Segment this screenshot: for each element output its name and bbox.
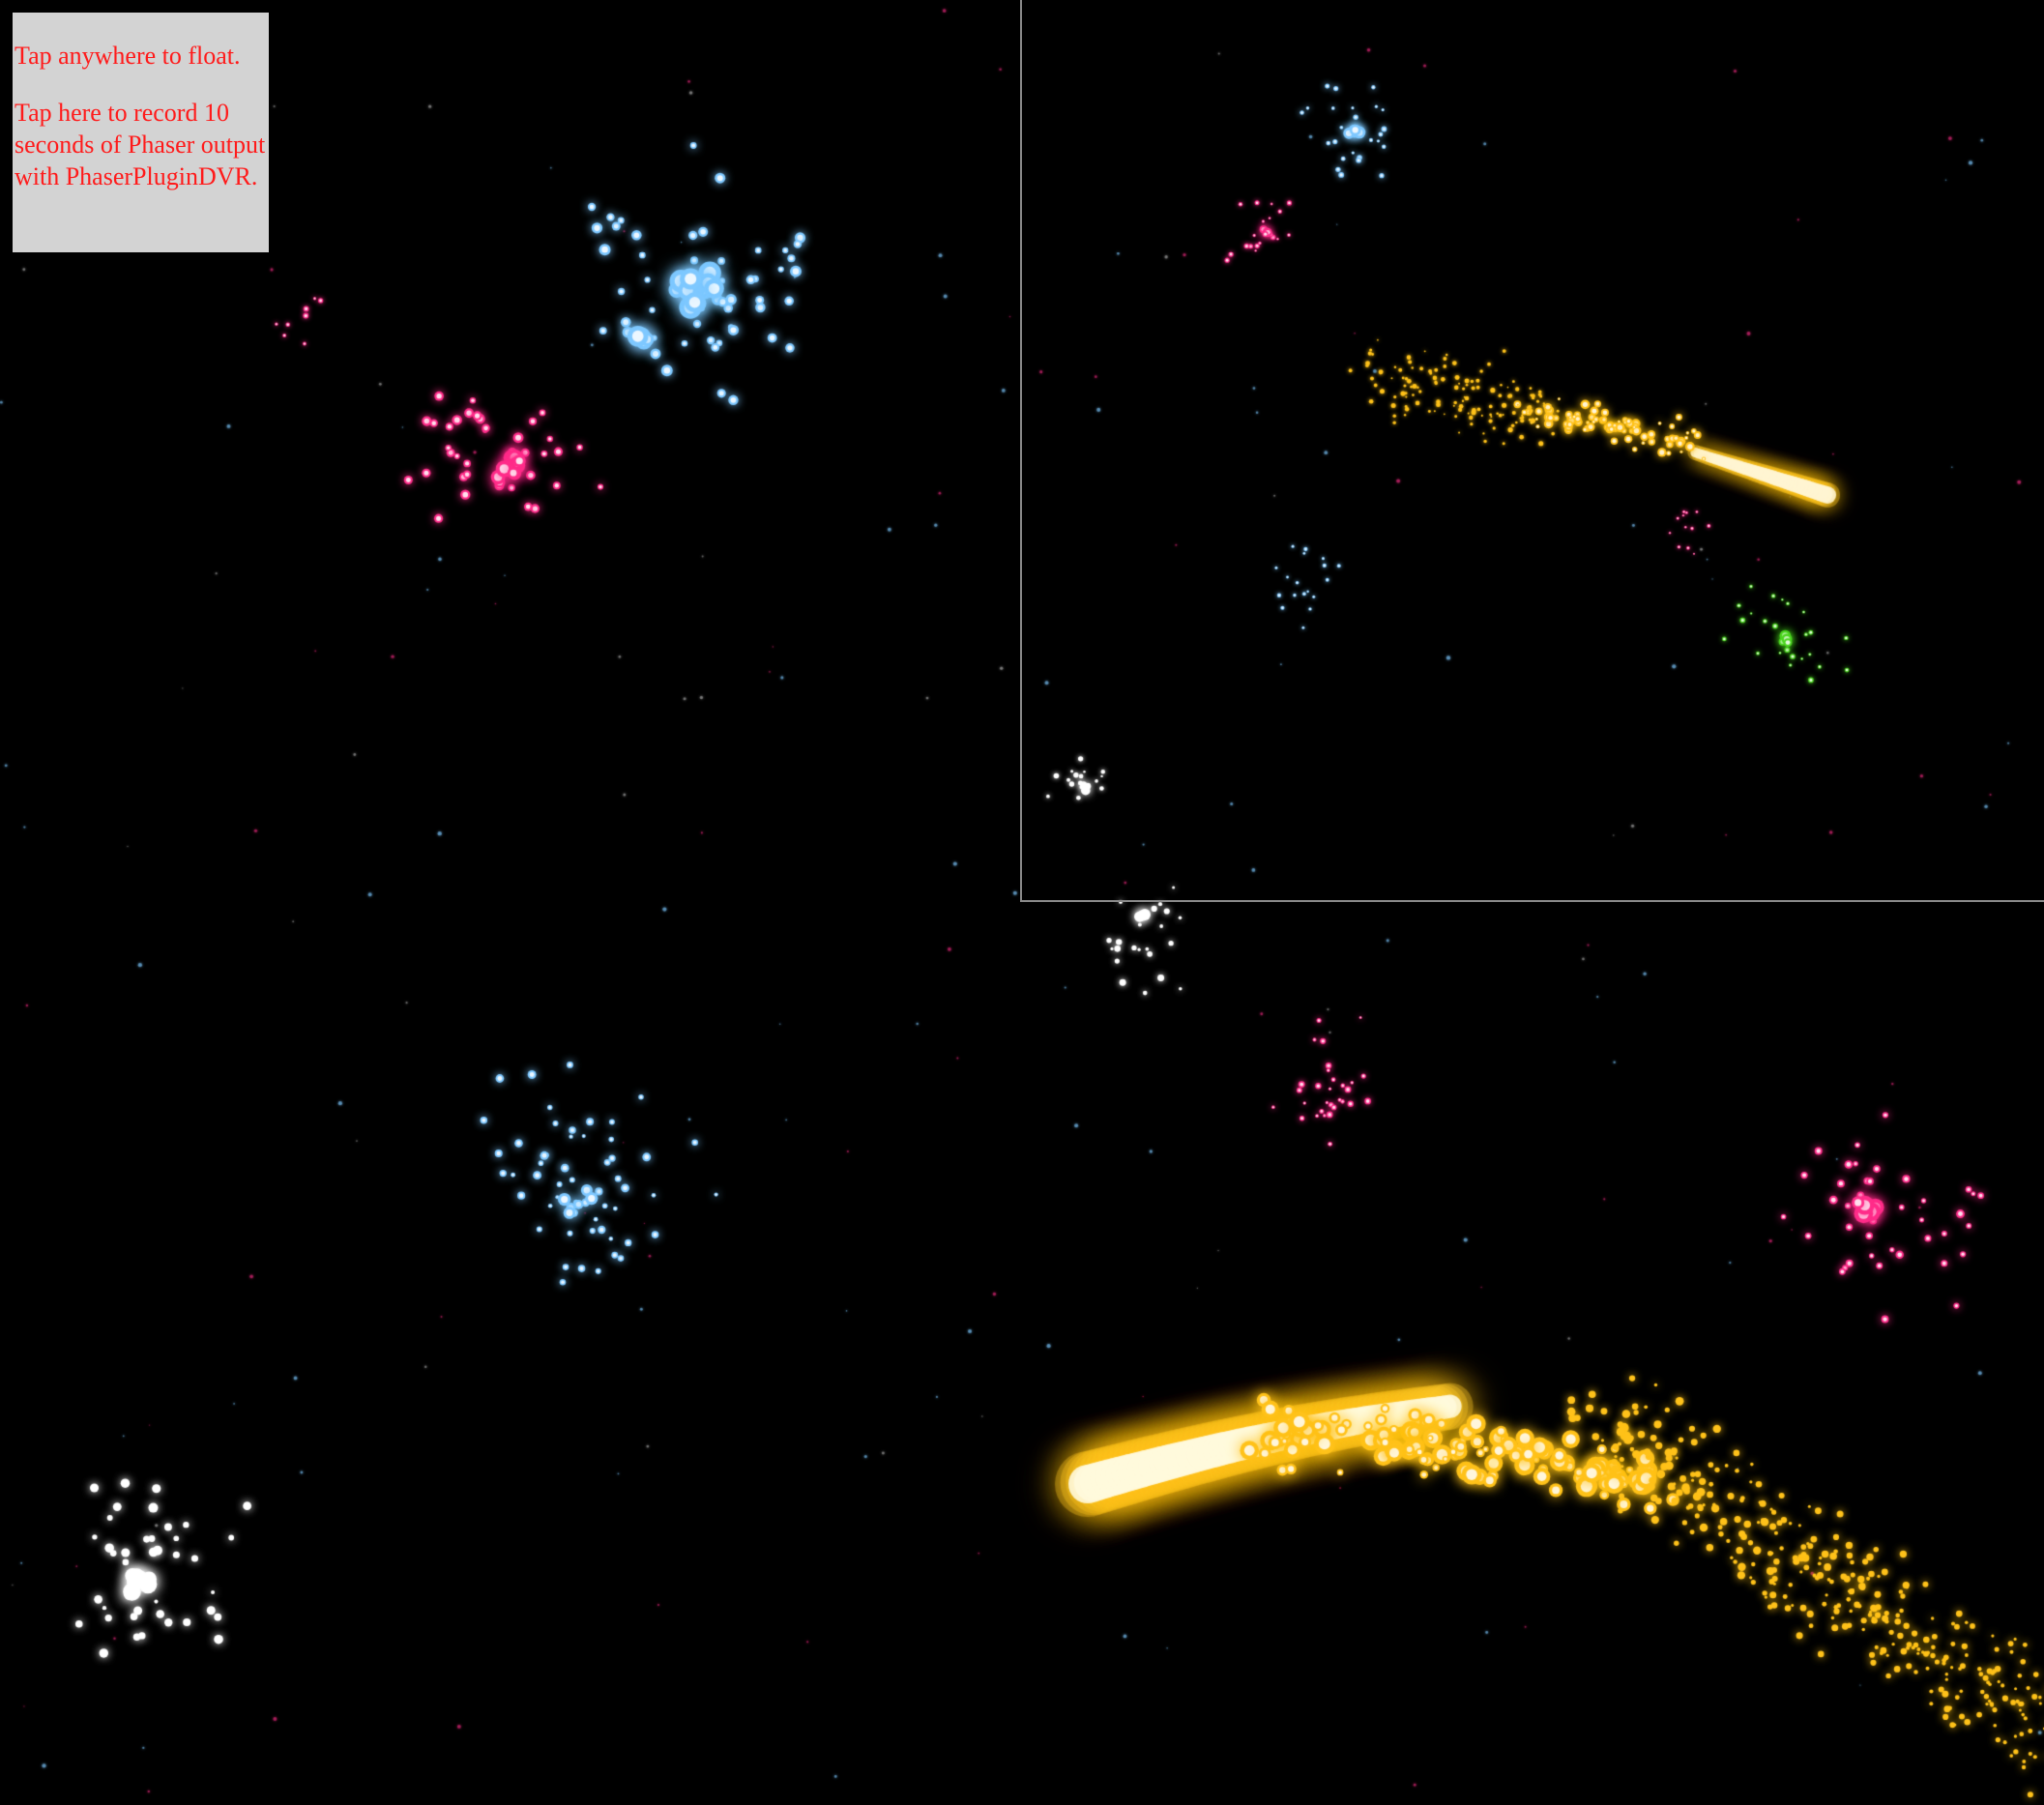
record-dvr-link[interactable]: Tap here to record 10 seconds of Phaser …	[15, 99, 266, 190]
float-hint-text: Tap anywhere to float.	[15, 42, 241, 70]
instructions-panel: Tap anywhere to float. Tap here to recor…	[13, 13, 269, 252]
